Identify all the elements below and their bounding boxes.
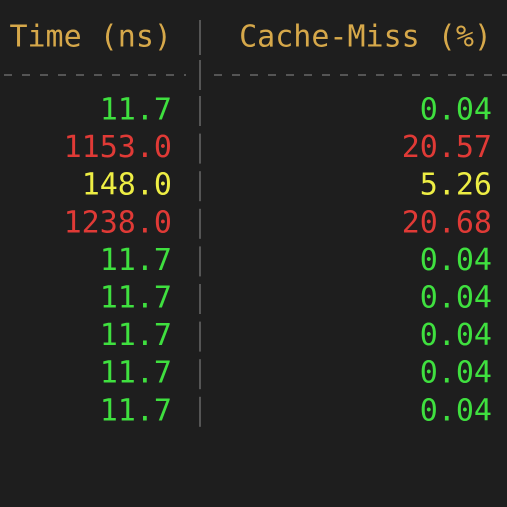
cache-miss-cell: 0.04	[420, 356, 492, 391]
time-cell: 148.0	[82, 168, 172, 203]
time-cell: 11.7	[100, 281, 172, 316]
time-cell: 1153.0	[64, 130, 172, 165]
time-cell: 11.7	[100, 243, 172, 278]
cache-miss-cell: 0.04	[420, 281, 492, 316]
time-cell: 11.7	[100, 318, 172, 353]
cache-miss-cell: 5.26	[420, 168, 492, 203]
cache-miss-cell: 0.04	[420, 93, 492, 128]
cache-miss-cell: 0.04	[420, 318, 492, 353]
cache-miss-cell: 20.57	[402, 130, 492, 165]
cache-miss-cell: 0.04	[420, 243, 492, 278]
cache-miss-cell: 0.04	[420, 393, 492, 428]
header-cell: Time (ns)	[9, 20, 172, 55]
time-cell: 11.7	[100, 93, 172, 128]
time-cell: 1238.0	[64, 205, 172, 240]
time-cell: 11.7	[100, 356, 172, 391]
cache-miss-cell: 20.68	[402, 205, 492, 240]
time-cell: 11.7	[100, 393, 172, 428]
header-cell: Cache-Miss (%)	[239, 20, 492, 55]
